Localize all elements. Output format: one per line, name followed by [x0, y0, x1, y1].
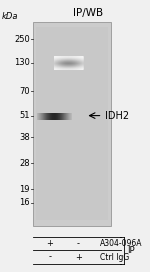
Text: +: + [75, 252, 82, 262]
Bar [33, 22, 111, 226]
Text: 19: 19 [19, 184, 30, 194]
Text: 28: 28 [19, 159, 30, 168]
Text: IP: IP [127, 246, 134, 255]
Text: 38: 38 [19, 133, 30, 142]
Text: +: + [46, 239, 53, 248]
Bar [36, 27, 108, 220]
Text: 51: 51 [19, 111, 30, 120]
Text: 250: 250 [14, 35, 30, 44]
Text: 16: 16 [19, 198, 30, 207]
Text: Ctrl IgG: Ctrl IgG [100, 252, 129, 262]
Text: -: - [77, 239, 80, 248]
Text: IP/WB: IP/WB [73, 8, 103, 18]
Text: IDH2: IDH2 [105, 111, 129, 120]
Text: A304-096A: A304-096A [100, 239, 142, 248]
Text: -: - [48, 252, 51, 262]
Text: kDa: kDa [1, 12, 18, 21]
Text: 70: 70 [19, 86, 30, 96]
Text: 130: 130 [14, 58, 30, 67]
